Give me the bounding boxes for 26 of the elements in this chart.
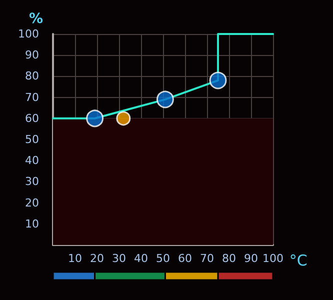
point <box>86 110 104 128</box>
x-tick-label: 20 <box>90 252 104 265</box>
x-tick-label: 100 <box>262 252 284 265</box>
y-tick-label: 10 <box>25 217 39 230</box>
y-tick-label: 40 <box>25 154 39 168</box>
y-tick-label: 80 <box>25 70 39 83</box>
x-tick-label: 50 <box>156 252 170 265</box>
x-tick-label: 90 <box>244 252 258 265</box>
y-tick-label: 100 <box>18 28 39 40</box>
point <box>116 111 131 126</box>
y-tick-label: 90 <box>25 48 39 62</box>
point <box>156 90 174 108</box>
x-tick-label: 80 <box>222 252 236 265</box>
x-tick-label: 40 <box>134 252 148 265</box>
x-axis-title: °C <box>289 252 308 270</box>
x-tick-label: 30 <box>112 252 126 265</box>
point <box>209 72 227 90</box>
y-tick-label: 20 <box>25 196 39 210</box>
y-tick-label: 60 <box>25 112 39 125</box>
x-tick-label: 60 <box>178 252 192 265</box>
y-tick-label: 70 <box>25 90 39 104</box>
y-tick-label: 30 <box>25 175 39 188</box>
x-tick-label: 10 <box>68 252 82 265</box>
y-axis-title: % <box>28 11 43 27</box>
y-tick-label: 50 <box>25 133 39 146</box>
x-tick-label: 70 <box>200 252 214 265</box>
